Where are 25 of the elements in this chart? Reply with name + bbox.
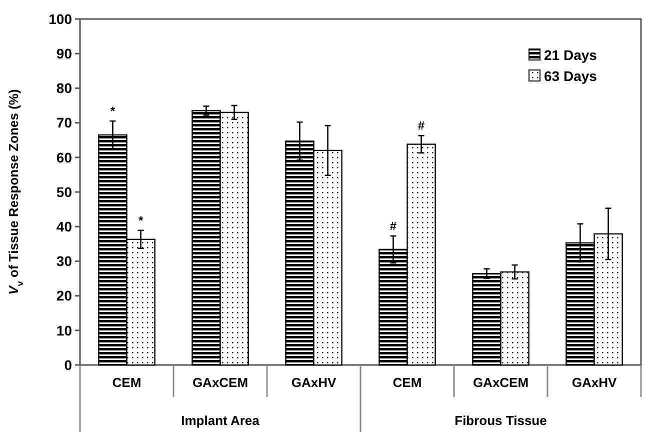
y-tick-label: 60 [56, 149, 72, 166]
x-tick-label: CEM [392, 375, 422, 390]
y-tick-label: 100 [48, 10, 72, 27]
x-tick-label: GAxCEM [192, 375, 248, 390]
y-tick-label: 0 [64, 356, 72, 373]
y-tick-label: 10 [56, 322, 72, 338]
y-tick-label: 90 [56, 46, 72, 62]
y-tick-label: 50 [56, 184, 72, 200]
y-tick-label: 80 [56, 80, 72, 96]
text: Implant Area [181, 413, 260, 428]
data-label: * [138, 213, 144, 228]
data-label: # [390, 218, 397, 233]
x-tick-label: GAxHV [291, 375, 336, 390]
data-label: * [110, 104, 116, 118]
data-label: # [418, 118, 425, 133]
legend-label: 21 Days [544, 46, 598, 63]
y-tick-label: 20 [56, 288, 72, 304]
y-tick-label: 40 [56, 218, 72, 234]
x-tick-label: CEM [112, 375, 142, 390]
x-tick-label: GAxCEM [472, 375, 529, 390]
text: Fibrous Tissue [454, 413, 547, 428]
y-tick-label: 70 [56, 114, 72, 131]
y-tick-label: 30 [56, 253, 72, 270]
x-tick-label: GAxHV [572, 375, 617, 390]
legend-label: 63 Days [544, 68, 598, 84]
